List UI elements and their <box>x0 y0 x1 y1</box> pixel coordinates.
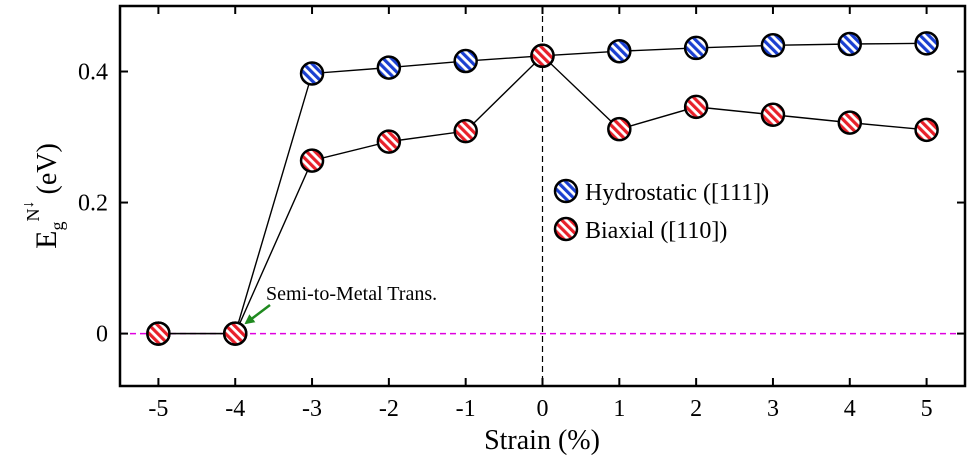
data-point-biaxial <box>222 321 248 346</box>
x-ticks: -5 -4 -3 -2 -1 0 1 2 3 4 5 <box>148 6 933 422</box>
data-point-hydrostatic <box>299 61 325 86</box>
data-point-hydrostatic <box>607 38 632 64</box>
y-tick-label: 0.2 <box>78 191 108 217</box>
x-tick-label: -1 <box>456 396 476 422</box>
data-point-biaxial <box>376 129 402 154</box>
annotation-text: Semi-to-Metal Trans. <box>266 283 437 305</box>
x-axis-title: Strain (%) <box>484 425 600 456</box>
legend-marker-hydrostatic <box>553 178 579 204</box>
data-point-hydrostatic <box>376 55 402 80</box>
data-point-biaxial <box>837 110 863 135</box>
legend: Hydrostatic ([111]) Biaxial ([110]) <box>553 178 769 244</box>
y-tick-label: 0 <box>96 322 108 348</box>
data-point-biaxial <box>530 43 555 69</box>
x-tick-label: -2 <box>379 396 399 422</box>
data-point-biaxial <box>683 94 709 120</box>
series-points <box>146 31 939 346</box>
annotation-arrow <box>244 304 271 325</box>
y-axis-title-sup: N <box>23 208 43 221</box>
data-point-biaxial <box>760 102 786 128</box>
x-tick-label: 5 <box>921 396 933 422</box>
data-point-biaxial <box>607 116 632 142</box>
legend-label-hydrostatic: Hydrostatic ([111]) <box>585 180 769 206</box>
data-point-biaxial <box>146 321 171 346</box>
x-tick-label: -5 <box>148 396 168 422</box>
y-axis-title-base: E <box>30 230 63 248</box>
data-point-hydrostatic <box>914 31 939 56</box>
x-tick-label: 3 <box>767 396 779 422</box>
y-axis-title-sup-arrow: ↓ <box>20 200 37 208</box>
x-tick-label: 4 <box>844 396 856 422</box>
data-point-biaxial <box>299 148 325 173</box>
y-axis-title-sub: g <box>47 221 67 230</box>
data-point-biaxial <box>453 118 478 144</box>
x-tick-label: -4 <box>225 396 245 422</box>
x-tick-label: 1 <box>613 396 625 422</box>
y-tick-label: 0.4 <box>78 60 108 86</box>
legend-label-biaxial: Biaxial ([110]) <box>585 218 727 244</box>
annotation: Semi-to-Metal Trans. <box>244 283 437 325</box>
y-axis-title: EgN↓ (eV) <box>20 143 67 249</box>
reference-lines <box>120 6 965 386</box>
data-point-hydrostatic <box>683 35 709 61</box>
legend-marker-biaxial <box>553 216 579 242</box>
data-point-hydrostatic <box>453 48 478 74</box>
x-tick-label: 0 <box>537 396 549 422</box>
y-axis-title-unit: (eV) <box>32 143 63 194</box>
x-tick-label: 2 <box>690 396 702 422</box>
x-tick-label: -3 <box>302 396 322 422</box>
svg-text:EgN↓(eV): EgN↓ (eV) <box>20 143 67 249</box>
data-point-biaxial <box>914 117 939 143</box>
y-ticks: 0 0.2 0.4 <box>78 60 965 348</box>
data-point-hydrostatic <box>837 31 863 57</box>
data-point-hydrostatic <box>760 33 786 58</box>
